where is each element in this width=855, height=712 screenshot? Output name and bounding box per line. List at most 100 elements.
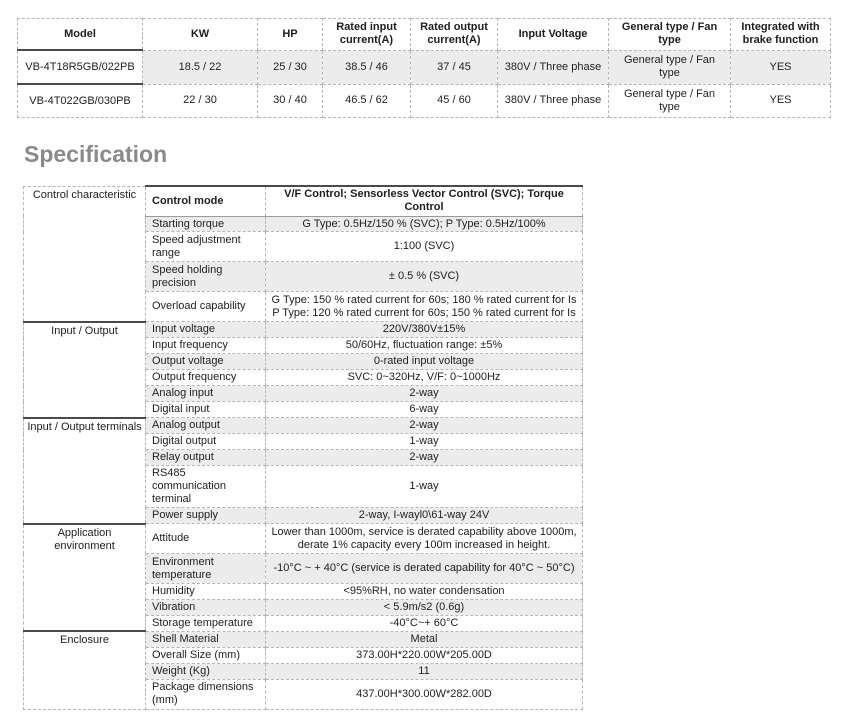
spec-label: Vibration [145,599,266,616]
model-name-cell: VB-4T18R5GB/022PB [17,49,143,85]
spec-value: 437.00H*300.00W*282.00D [265,678,583,710]
spec-category: Input / Output terminals [23,416,146,525]
col-header-rated-input-current: Rated input current(A) [322,18,411,51]
input-voltage-cell: 380V / Three phase [497,83,609,118]
spec-value: 1-way [265,433,583,451]
spec-label: Overall Size (mm) [145,646,266,664]
spec-row: Control characteristic Control mode V/F … [23,185,583,323]
spec-label: Speed adjustment range [145,231,266,263]
kw-cell: 18.5 / 22 [142,49,258,85]
spec-value: 373.00H*220.00W*205.00D [265,646,583,664]
col-header-kw: KW [142,18,258,51]
input-voltage-cell: 380V / Three phase [497,49,609,85]
rated-input-current-cell: 38.5 / 46 [322,49,411,85]
spec-value: 50/60Hz, fluctuation range: ±5% [265,337,583,355]
spec-label: Digital input [145,401,266,419]
spec-label: Attitude [145,523,266,555]
spec-value: ± 0.5 % (SVC) [265,261,583,293]
spec-value: < 5.9m/s2 (0.6g) [265,599,583,616]
model-name-cell: VB-4T022GB/030PB [17,83,143,118]
spec-label: Input frequency [145,337,266,355]
model-table-header-row: Model KW HP Rated input current(A) Rated… [17,18,831,51]
spec-label: Overload capability [145,291,266,323]
spec-row: Relay output 2-way [24,449,583,467]
spec-value: 6-way [265,401,583,419]
col-header-hp: HP [257,18,323,51]
general-fan-type-cell: General type / Fan type [608,83,731,118]
spec-category: Input / Output [23,320,146,419]
spec-label: Control mode [145,185,266,217]
spec-label: Speed holding precision [145,261,266,293]
spec-label: Environment temperature [145,553,266,585]
hp-cell: 25 / 30 [257,49,323,85]
general-fan-type-cell: General type / Fan type [608,49,731,85]
spec-row: Output voltage 0-rated input voltage [24,353,583,371]
hp-cell: 30 / 40 [257,83,323,118]
col-header-brake-function: Integrated with brake function [730,18,831,51]
spec-label: Digital output [145,433,266,451]
spec-row: Power supply 2-way, I-wayl0\61-way 24V [24,507,583,525]
spec-label: Humidity [145,583,266,601]
spec-label: Shell Material [145,630,266,648]
spec-row: Humidity <95%RH, no water condensation [24,583,583,601]
spec-row: Enclosure Shell Material Metal [23,630,583,710]
spec-row: Input frequency 50/60Hz, fluctuation ran… [24,337,583,355]
spec-category: Control characteristic [23,185,146,323]
col-header-rated-output-current: Rated output current(A) [410,18,498,51]
spec-value: Lower than 1000m, service is derated cap… [265,523,583,555]
spec-label: Weight (Kg) [145,662,266,680]
spec-value: Metal [265,630,583,648]
rated-output-current-cell: 45 / 60 [410,83,498,118]
spec-value: 1:100 (SVC) [265,231,583,263]
spec-row: Input / Output terminals Analog output 2… [23,416,583,525]
page-title: Specification [24,141,168,167]
spec-row: RS485 communication terminal 1-way [24,465,583,509]
spec-label: RS485 communication terminal [145,465,266,509]
model-ratings-table: Model KW HP Rated input current(A) Rated… [17,18,831,118]
spec-value: -40°C~+ 60°C [265,615,583,632]
spec-row: Application environment Attitude Lower t… [23,522,583,632]
col-header-model: Model [17,18,143,51]
spec-row: Environment temperature -10°C ~ + 40°C (… [24,553,583,585]
spec-label: Input voltage [145,321,266,339]
spec-value: 2-way [265,417,583,435]
spec-category: Enclosure [23,630,146,710]
spec-row: Vibration < 5.9m/s2 (0.6g) [24,599,583,616]
spec-value: 0-rated input voltage [265,353,583,371]
spec-label: Output frequency [145,369,266,387]
spec-value: 11 [265,662,583,680]
spec-value: 2-way [265,385,583,403]
rated-input-current-cell: 46.5 / 62 [322,83,411,118]
spec-row: Analog input 2-way [24,385,583,403]
spec-label: Output voltage [145,353,266,371]
spec-row: Output frequency SVC: 0~320Hz, V/F: 0~10… [24,369,583,387]
spec-label: Package dimensions (mm) [145,678,266,710]
spec-label: Analog input [145,385,266,403]
spec-value: V/F Control; Sensorless Vector Control (… [265,185,583,217]
spec-label: Starting torque [145,215,266,233]
spec-category: Application environment [23,522,146,632]
spec-value: -10°C ~ + 40°C (service is derated capab… [265,553,583,585]
table-row: VB-4T022GB/030PB 22 / 30 30 / 40 46.5 / … [17,83,831,118]
spec-value: 1-way [265,465,583,509]
spec-value: G Type: 0.5Hz/150 % (SVC); P Type: 0.5Hz… [265,215,583,233]
spec-value: <95%RH, no water condensation [265,583,583,601]
spec-value: 2-way, I-wayl0\61-way 24V [265,507,583,525]
spec-label: Analog output [145,417,266,435]
spec-row: Package dimensions (mm) 437.00H*300.00W*… [24,678,583,710]
spec-label: Relay output [145,449,266,467]
spec-label: Power supply [145,507,266,525]
table-row: VB-4T18R5GB/022PB 18.5 / 22 25 / 30 38.5… [17,49,831,85]
specification-table: Control characteristic Control mode V/F … [23,185,583,710]
brake-function-cell: YES [730,83,831,118]
spec-row: Overload capability G Type: 150 % rated … [24,291,583,323]
spec-value: 220V/380V±15% [265,321,583,339]
spec-label: Storage temperature [145,615,266,632]
spec-row: Input / Output Input voltage 220V/380V±1… [23,320,583,419]
rated-output-current-cell: 37 / 45 [410,49,498,85]
spec-value: G Type: 150 % rated current for 60s; 180… [265,291,583,323]
spec-row: Starting torque G Type: 0.5Hz/150 % (SVC… [24,215,583,233]
col-header-general-fan-type: General type / Fan type [608,18,731,51]
spec-value: SVC: 0~320Hz, V/F: 0~1000Hz [265,369,583,387]
